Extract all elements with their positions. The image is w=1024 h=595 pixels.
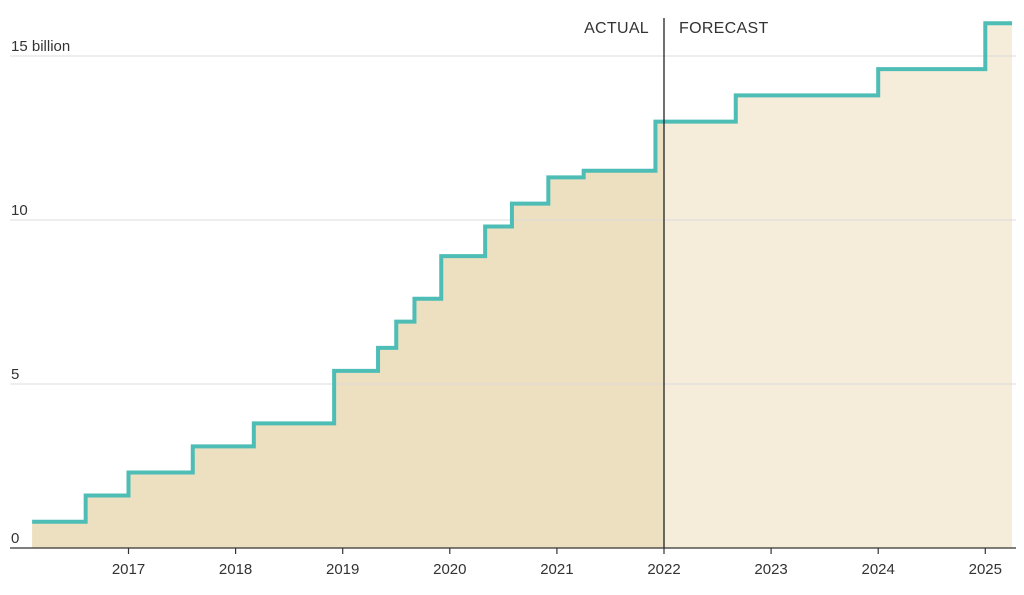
y-tick-label-15: 15 billion bbox=[11, 38, 70, 55]
series-line bbox=[32, 21, 1013, 524]
y-tick-label-10: 10 bbox=[11, 202, 28, 219]
x-axis: 2017 2018 2019 2020 2021 2022 2023 2024 2025 bbox=[10, 547, 1016, 578]
x-tick-label-2019: 2019 bbox=[326, 561, 359, 578]
x-tick-label-2025: 2025 bbox=[969, 561, 1002, 578]
x-tick-label-2021: 2021 bbox=[540, 561, 573, 578]
x-tick-label-2017: 2017 bbox=[112, 561, 145, 578]
x-tick-label-2020: 2020 bbox=[433, 561, 466, 578]
x-tick-label-2023: 2023 bbox=[754, 561, 787, 578]
y-tick-label-5: 5 bbox=[11, 366, 19, 383]
actual-forecast-divider: ACTUAL FORECAST bbox=[584, 18, 768, 548]
forecast-label: FORECAST bbox=[679, 20, 769, 37]
area-fills bbox=[32, 23, 1013, 548]
y-tick-label-0: 0 bbox=[11, 530, 19, 547]
y-axis-labels: 0 5 10 15 billion bbox=[11, 38, 70, 547]
series-step-line bbox=[32, 21, 1013, 524]
x-tick-label-2018: 2018 bbox=[219, 561, 252, 578]
forecast-area-fill bbox=[664, 23, 1013, 548]
actual-label: ACTUAL bbox=[584, 20, 649, 37]
x-tick-label-2022: 2022 bbox=[647, 561, 680, 578]
x-tick-label-2024: 2024 bbox=[862, 561, 895, 578]
